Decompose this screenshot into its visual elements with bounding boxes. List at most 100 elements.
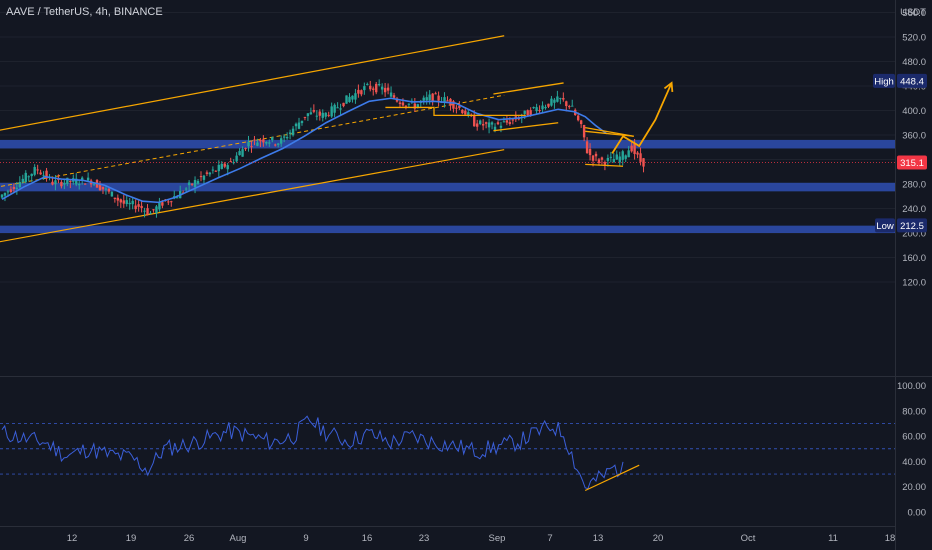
- candle-body: [244, 148, 247, 150]
- candle-body: [630, 145, 633, 152]
- candle-body: [190, 183, 194, 185]
- candle-body: [158, 201, 161, 210]
- candle-body: [104, 188, 108, 190]
- candle-body: [69, 180, 72, 182]
- candle-body: [618, 156, 621, 163]
- candle-body: [523, 110, 526, 114]
- time-tick-label: 11: [828, 533, 838, 544]
- candle-body: [187, 182, 191, 186]
- candle-body: [214, 170, 218, 172]
- candle-body: [484, 122, 488, 124]
- candle-body: [588, 149, 592, 156]
- candle-body: [369, 85, 372, 90]
- candle-body: [193, 179, 197, 188]
- candle-body: [345, 95, 348, 104]
- candle-body: [585, 141, 589, 154]
- candle-body: [315, 115, 319, 117]
- candle-body: [63, 182, 66, 185]
- candle-body: [360, 90, 363, 95]
- time-tick-label: Sep: [489, 533, 506, 544]
- candle-body: [434, 93, 437, 95]
- candle-body: [75, 178, 78, 185]
- last-price-value: 315.1: [900, 158, 924, 169]
- candle-body: [496, 122, 500, 125]
- candle-body: [562, 98, 565, 100]
- indicator-tick-label: 100.00: [897, 381, 926, 392]
- time-tick-label: 7: [547, 533, 552, 544]
- pattern-drawing: [585, 130, 634, 137]
- candle-body: [184, 188, 188, 190]
- candle-body: [565, 101, 568, 107]
- candle-body: [235, 155, 238, 162]
- candle-body: [351, 95, 354, 100]
- candle-body: [603, 162, 607, 165]
- last-price-tag: [897, 155, 927, 170]
- candle-body: [481, 124, 485, 126]
- candle-body: [505, 120, 509, 123]
- time-tick-label: 23: [419, 533, 430, 544]
- candle-body: [309, 112, 313, 115]
- candle-body: [541, 105, 544, 110]
- candle-body: [265, 141, 268, 144]
- candle-body: [600, 157, 604, 160]
- candle-body: [247, 141, 250, 147]
- candle-body: [372, 88, 375, 90]
- candle-body: [461, 109, 464, 114]
- candle-body: [80, 177, 84, 180]
- currency-label: USDT: [900, 7, 926, 18]
- candle-body: [529, 110, 532, 116]
- candle-body: [579, 120, 583, 125]
- candle-body: [606, 157, 610, 161]
- candle-body: [437, 95, 440, 101]
- price-tick-label: 360.0: [902, 131, 926, 142]
- candle-body: [609, 156, 613, 158]
- candle-body: [238, 151, 241, 156]
- candle-body: [3, 192, 7, 196]
- candle-body: [303, 116, 307, 118]
- price-tick-label: 480.0: [902, 57, 926, 68]
- candle-body: [300, 120, 304, 124]
- projection-path: [611, 82, 673, 154]
- price-tick-label: 160.0: [902, 253, 926, 264]
- time-tick-label: Oct: [741, 533, 756, 544]
- candle-body: [217, 164, 221, 172]
- price-tick-label: 280.0: [902, 180, 926, 191]
- candle-body: [143, 210, 146, 212]
- candle-body: [279, 138, 283, 144]
- candle-body: [45, 170, 48, 179]
- high-value-tag: [897, 73, 927, 88]
- channel-lower-line: [0, 149, 505, 243]
- candle-body: [24, 172, 27, 183]
- candle-body: [571, 105, 574, 107]
- candle-body: [327, 114, 330, 116]
- candle-body: [487, 122, 491, 128]
- candle-body: [330, 106, 333, 117]
- candle-body: [107, 188, 111, 192]
- candle-body: [401, 102, 405, 106]
- candle-body: [131, 200, 134, 205]
- indicator-line: [1, 415, 624, 490]
- candle-body: [535, 107, 538, 112]
- candle-body: [226, 165, 229, 170]
- time-tick-label: 26: [184, 533, 195, 544]
- candle-body: [324, 112, 327, 117]
- candle-body: [220, 163, 223, 169]
- candle-body: [428, 94, 431, 101]
- candle-body: [161, 202, 164, 206]
- candle-body: [615, 154, 618, 160]
- candle-body: [416, 104, 419, 108]
- candle-body: [36, 169, 39, 171]
- pattern-drawing: [585, 163, 624, 167]
- candle-body: [262, 139, 265, 143]
- time-tick-label: 13: [593, 533, 604, 544]
- candle-body: [467, 112, 470, 115]
- candle-body: [478, 120, 482, 125]
- candle-body: [277, 143, 280, 145]
- high-value: 448.4: [900, 76, 924, 87]
- candle-body: [452, 101, 455, 109]
- candle-body: [633, 143, 636, 155]
- time-tick-label: 9: [303, 533, 308, 544]
- candle-body: [455, 107, 458, 109]
- candle-body: [196, 180, 200, 184]
